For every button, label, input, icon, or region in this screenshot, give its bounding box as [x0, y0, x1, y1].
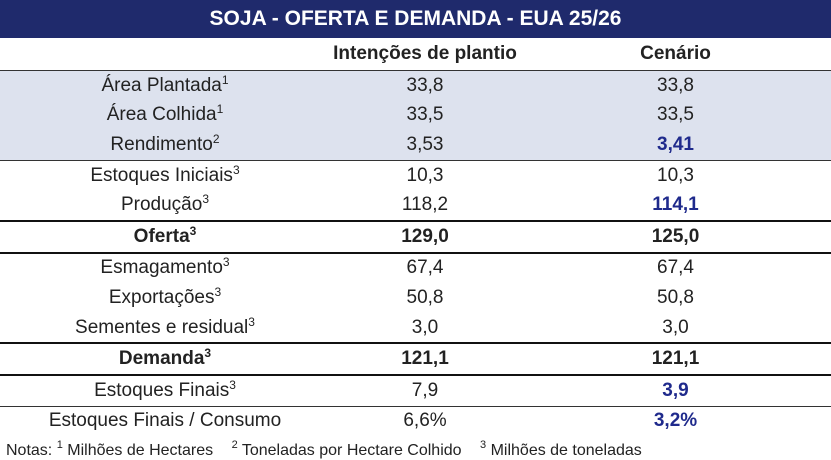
row-label-cell: Estoques Finais / Consumo	[0, 406, 330, 436]
notes-prefix: Notas:	[6, 442, 53, 460]
note-text: Milhões de Hectares	[67, 442, 214, 460]
table: Intenções de plantio Cenário Área Plantad…	[0, 38, 831, 436]
value-cell: 33,8	[520, 70, 831, 101]
row-label-sup: 3	[189, 223, 197, 238]
row-label-sup: 3	[222, 255, 230, 270]
row: Produção3 118,2 114,1	[0, 190, 831, 222]
row-label-sup: 3	[202, 192, 210, 207]
header-cell	[0, 38, 330, 71]
row: Rendimento2 3,53 3,41	[0, 130, 831, 161]
value-cell: 3,53	[330, 130, 520, 161]
row-label: Área Colhida	[106, 104, 217, 126]
value-cell: 3,9	[520, 374, 831, 407]
row-label-cell: Estoques Finais3	[0, 374, 330, 407]
note-sup: 1	[56, 439, 63, 452]
row: Exportações3 50,8 50,8	[0, 283, 831, 313]
row-label-cell: Produção3	[0, 190, 330, 222]
value-cell: 3,0	[520, 312, 831, 345]
row-label-cell: Esmagamento3	[0, 253, 330, 284]
header-cell: Cenário	[520, 38, 831, 71]
row: Esmagamento3 67,4 67,4	[0, 253, 831, 284]
note: 1 Milhões de Hectares	[56, 439, 214, 460]
header-cell: Intenções de plantio	[330, 38, 520, 71]
row: Demanda3 121,1 121,1	[0, 343, 831, 376]
row-label: Oferta	[133, 225, 190, 247]
row-label-cell: Estoques Iniciais3	[0, 160, 330, 190]
row: Oferta3 129,0 125,0	[0, 220, 831, 254]
value-cell: 50,8	[406, 286, 444, 308]
row-label: Estoques Finais / Consumo	[48, 410, 282, 432]
row-label-cell: Sementes e residual3	[0, 312, 330, 345]
row: Estoques Iniciais3 10,3 10,3	[0, 160, 831, 190]
value-cell: 3,2%	[653, 410, 698, 432]
row-label: Sementes e residual	[75, 316, 249, 338]
row-label: Estoques Finais	[94, 379, 230, 401]
note-sup: 3	[480, 439, 487, 452]
row-label-cell: Área Plantada1	[0, 70, 330, 101]
value-cell: 121,1	[330, 343, 520, 376]
value-cell: 10,3	[406, 164, 444, 186]
note-sup: 2	[231, 439, 238, 452]
row-label: Esmagamento	[100, 257, 223, 279]
row-label-sup: 3	[229, 377, 236, 392]
row-label-sup: 3	[248, 314, 255, 329]
row-label-cell: Área Colhida1	[0, 100, 330, 131]
row-label: Produção	[120, 194, 203, 216]
value-cell: 118,2	[330, 190, 520, 222]
row: Área Plantada1 33,8 33,8	[0, 70, 831, 101]
note-text: Toneladas por Hectare Colhido	[241, 442, 462, 460]
value-cell: 10,3	[657, 164, 694, 186]
value-cell: 33,5	[330, 100, 520, 131]
value-cell: 6,6%	[403, 410, 447, 432]
note: 2 Toneladas por Hectare Colhido	[231, 439, 462, 460]
value-cell: 7,9	[330, 374, 520, 407]
row: Sementes e residual3 3,0 3,0	[0, 312, 831, 345]
note-text: Milhões de toneladas	[490, 442, 642, 460]
value-cell: 33,8	[330, 70, 520, 101]
row-label-cell: Demanda3	[0, 343, 330, 376]
row-label-sup: 3	[204, 346, 212, 361]
row: Estoques Finais3 7,9 3,9	[0, 374, 831, 407]
value-cell: 67,4	[406, 257, 444, 279]
row-label: Rendimento	[110, 133, 213, 155]
row-label-cell: Exportações3	[0, 283, 330, 313]
value-cell: 114,1	[520, 190, 831, 222]
notes: Notas: 1 Milhões de Hectares 2 Toneladas…	[0, 436, 831, 460]
row-label: Estoques Iniciais	[90, 164, 233, 186]
header-row: Intenções de plantio Cenário	[0, 38, 831, 71]
title: SOJA - OFERTA E DEMANDA - EUA 25/26	[0, 0, 831, 38]
row: Estoques Finais / Consumo 6,6% 3,2%	[0, 406, 831, 436]
note: 3 Milhões de toneladas	[480, 439, 642, 460]
row-label: Exportações	[108, 286, 215, 308]
row-label-sup: 3	[232, 162, 240, 177]
value-cell: 33,5	[520, 100, 831, 131]
value-cell: 125,0	[520, 220, 831, 254]
row-label-sup: 2	[212, 131, 220, 146]
value-cell: 67,4	[657, 257, 694, 279]
value-cell: 129,0	[330, 220, 520, 254]
row-label-sup: 1	[216, 102, 224, 117]
value-cell: 3,0	[330, 312, 520, 345]
row-label-sup: 3	[214, 284, 222, 299]
value-cell: 3,41	[520, 130, 831, 161]
row: Área Colhida1 33,5 33,5	[0, 100, 831, 131]
value-cell: 121,1	[520, 343, 831, 376]
row-label-cell: Rendimento2	[0, 130, 330, 161]
row-label: Área Plantada	[101, 74, 222, 96]
value-cell: 50,8	[657, 286, 694, 308]
row-label-cell: Oferta3	[0, 220, 330, 254]
row-label-sup: 1	[221, 72, 229, 87]
row-label: Demanda	[118, 348, 205, 370]
